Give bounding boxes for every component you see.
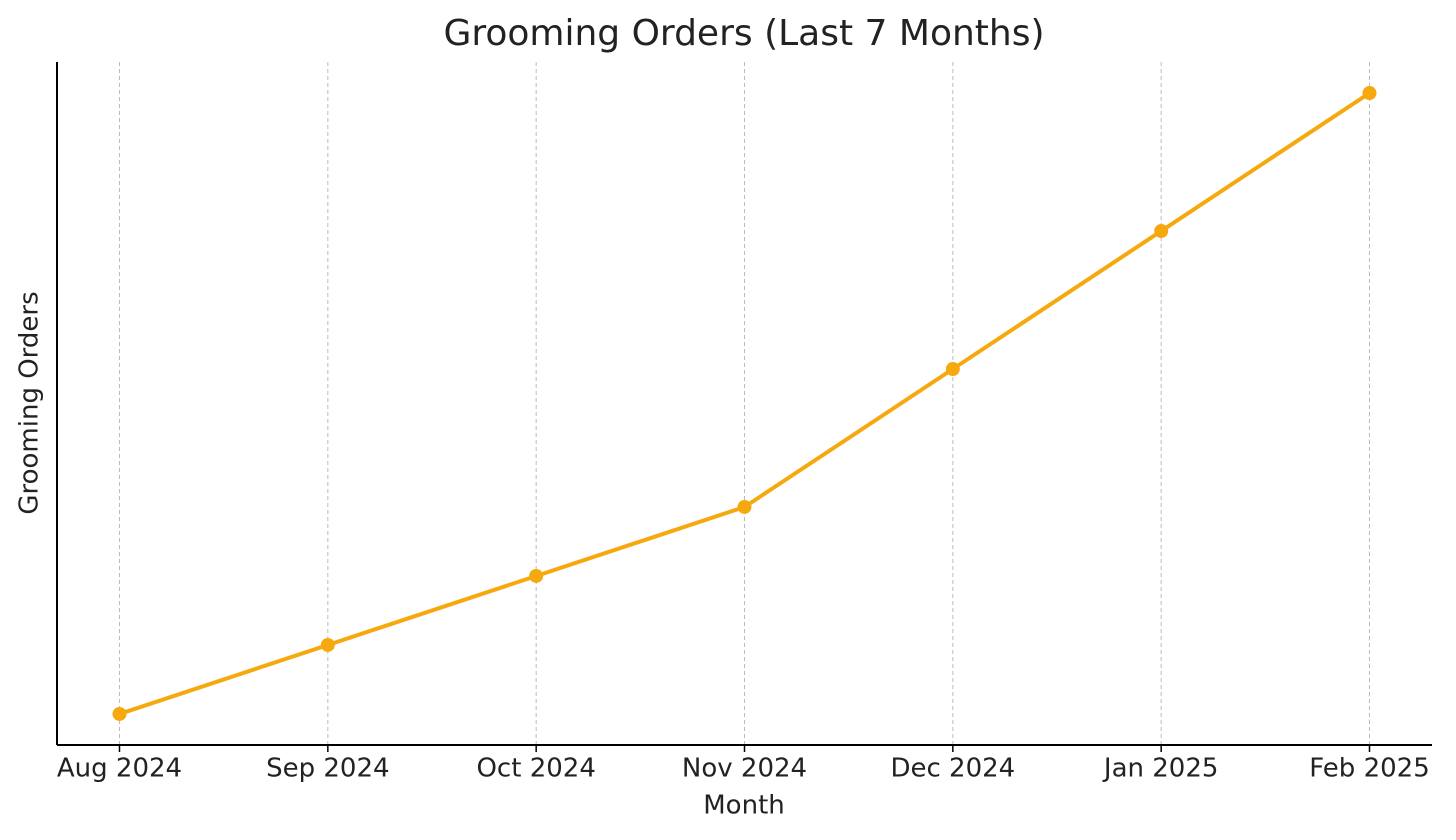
data-point bbox=[529, 568, 544, 583]
data-point bbox=[320, 637, 335, 652]
data-point bbox=[112, 706, 127, 721]
x-tick-label: Feb 2025 bbox=[1309, 754, 1429, 784]
x-tick-label: Nov 2024 bbox=[682, 754, 807, 784]
data-point bbox=[945, 362, 960, 377]
y-axis-label: Grooming Orders bbox=[15, 291, 45, 514]
x-tick-label: Jan 2025 bbox=[1102, 754, 1219, 784]
x-tick-label: Aug 2024 bbox=[57, 754, 182, 784]
x-tick-label: Dec 2024 bbox=[890, 754, 1015, 784]
data-point bbox=[1154, 224, 1169, 239]
x-axis-label: Month bbox=[703, 791, 785, 821]
x-tick-label: Sep 2024 bbox=[266, 754, 389, 784]
chart-title: Grooming Orders (Last 7 Months) bbox=[443, 13, 1044, 54]
data-point bbox=[737, 499, 752, 514]
x-tick-label: Oct 2024 bbox=[476, 754, 595, 784]
data-point bbox=[1362, 86, 1377, 101]
series-line bbox=[118, 91, 1371, 716]
